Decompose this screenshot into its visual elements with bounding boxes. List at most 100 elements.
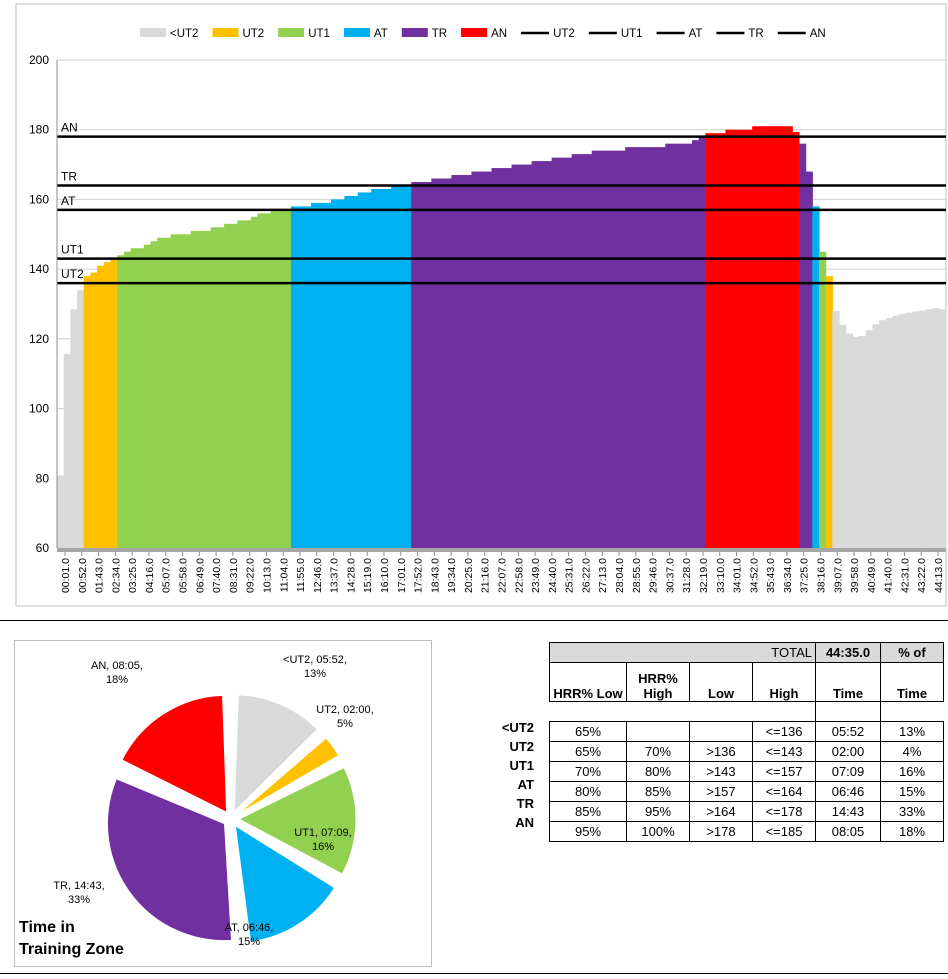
hr-bar — [184, 234, 192, 549]
cell-low — [689, 721, 753, 742]
hr-bar — [712, 133, 720, 548]
hr-bar — [839, 324, 847, 548]
hr-bar — [57, 475, 65, 548]
hr-bar — [244, 220, 252, 548]
threshold-label: AT — [61, 194, 76, 208]
y-tick-label: 120 — [29, 332, 49, 346]
cell-time: 07:09 — [815, 761, 881, 782]
zone-label: AN — [515, 815, 534, 830]
table-row: 65% 70% >136 <=143 02:00 4% — [549, 741, 944, 762]
hr-bar — [170, 234, 178, 549]
hr-bar — [163, 237, 172, 548]
hr-bar — [83, 276, 92, 548]
hrr-low-header: HRR% Low — [549, 662, 627, 702]
cell-time: 08:05 — [815, 821, 881, 842]
cell-high: <=185 — [752, 821, 816, 842]
y-tick-label: 160 — [29, 192, 49, 206]
y-tick-label: 100 — [29, 402, 49, 416]
hrr-high-header: HRR% High — [626, 662, 690, 702]
cell-hrr-low: 95% — [549, 821, 627, 842]
hr-bar — [578, 154, 586, 549]
pie-data-label: UT1, 07:09, 16% — [294, 827, 352, 853]
hr-bar — [237, 220, 245, 548]
hr-bar — [678, 143, 686, 548]
hr-bar — [190, 230, 198, 549]
hr-bar — [825, 276, 833, 548]
table-header-row: HRR% Low HRR% High Low High Time Time — [549, 662, 944, 702]
hr-bar — [157, 237, 165, 548]
threshold-label: UT2 — [61, 267, 84, 281]
pie-chart — [107, 694, 357, 943]
x-tick-label: 44:13.0 — [933, 558, 945, 593]
hr-bar — [377, 188, 386, 548]
x-tick-label: 00:52.0 — [77, 558, 89, 593]
cell-high: <=164 — [752, 781, 816, 802]
cell-hrr-low: 80% — [549, 781, 627, 802]
hr-bar — [444, 178, 452, 548]
hr-bar — [538, 161, 546, 548]
hr-bar — [431, 178, 439, 548]
y-tick-label: 60 — [36, 541, 50, 555]
x-tick-label: 00:01.0 — [60, 558, 72, 593]
hr-bar — [304, 206, 312, 548]
x-tick-label: 20:25.0 — [463, 558, 475, 593]
x-tick-label: 34:52.0 — [748, 558, 760, 593]
hr-bar — [204, 230, 212, 549]
zone-label: UT1 — [509, 758, 534, 773]
hr-bar — [264, 213, 272, 548]
threshold-label: AN — [61, 121, 78, 135]
hr-bar — [792, 132, 800, 549]
hr-bar — [317, 202, 325, 548]
hr-bar — [805, 171, 813, 549]
heart-rate-chart: UT2 UT1 AT TR AN 60 80 100 120 140 160 180 200 00:01… — [15, 3, 947, 607]
hr-bar — [758, 126, 767, 548]
hr-bar — [518, 164, 526, 548]
hr-bar — [551, 157, 559, 548]
zone-table: TOTAL 44:35.0 % of HRR% Low HRR% High Low… — [549, 642, 944, 842]
cell-pct: 4% — [880, 741, 944, 762]
hr-bar — [585, 154, 593, 549]
hr-bar — [344, 195, 352, 548]
hr-bar — [798, 143, 807, 548]
hr-bar — [905, 312, 914, 548]
x-tick-label: 05:07.0 — [161, 558, 173, 593]
x-tick-label: 10:13.0 — [262, 558, 274, 593]
x-tick-label: 35:43.0 — [765, 558, 777, 593]
hr-bar — [865, 330, 874, 548]
hr-bar — [879, 320, 887, 548]
x-tick-label: 22:58.0 — [513, 558, 525, 593]
x-tick-label: 06:49.0 — [194, 558, 206, 593]
x-tick-label: 28:55.0 — [631, 558, 643, 593]
hr-bar — [451, 175, 459, 548]
cell-low: >157 — [689, 781, 753, 802]
hr-bar — [337, 199, 346, 548]
x-tick-label: 38:16.0 — [816, 558, 828, 593]
total-label: TOTAL — [549, 642, 816, 663]
cell-hrr-low: 65% — [549, 741, 627, 762]
cell-high: <=178 — [752, 801, 816, 822]
cell-pct: 18% — [880, 821, 944, 842]
legend-label: TR — [432, 28, 447, 40]
hr-bar — [531, 161, 539, 548]
hr-bar — [90, 272, 98, 548]
pie-chart-panel: <UT2, 05:52, 13% UT2, 02:00, 5% UT1, 07:09, 1… — [14, 640, 432, 967]
hr-bar — [478, 171, 486, 549]
total-time: 44:35.0 — [815, 642, 881, 663]
hr-bar — [417, 182, 426, 548]
hr-bar — [932, 308, 940, 548]
hr-bar — [177, 234, 185, 549]
x-tick-label: 19:34.0 — [446, 558, 458, 593]
hr-bar — [371, 188, 379, 548]
pie-slice-at — [234, 824, 336, 943]
hr-bar — [511, 164, 519, 548]
hr-bar — [819, 251, 827, 548]
x-tick-label: 26:22.0 — [580, 558, 592, 593]
x-axis-bar — [57, 548, 946, 552]
hr-bar — [812, 206, 820, 548]
hr-bar — [832, 310, 840, 548]
hr-bar — [270, 209, 279, 548]
x-tick-label: 16:10.0 — [379, 558, 391, 593]
legend-label: TR — [748, 28, 763, 40]
hr-bar — [224, 223, 232, 548]
hr-bar — [732, 129, 740, 548]
